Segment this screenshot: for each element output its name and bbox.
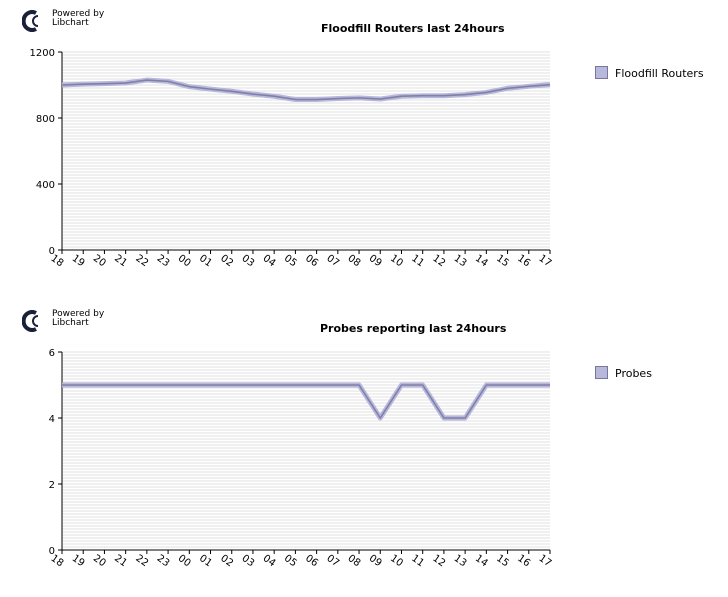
y-tick-label: 800: [36, 114, 55, 125]
x-tick-label: 17: [537, 553, 554, 569]
x-tick-label: 13: [452, 553, 469, 569]
x-tick-label: 02: [218, 553, 235, 569]
x-tick-label: 06: [303, 553, 320, 569]
x-tick-label: 15: [494, 553, 511, 569]
y-tick-label: 1200: [30, 48, 55, 59]
x-tick-label: 11: [409, 253, 426, 269]
x-tick-label: 05: [282, 253, 299, 269]
legend-swatch: [595, 366, 608, 379]
x-tick-label: 03: [239, 253, 256, 269]
x-tick-label: 04: [261, 253, 278, 269]
x-tick-label: 07: [324, 253, 341, 269]
x-tick-label: 07: [324, 553, 341, 569]
x-tick-label: 20: [91, 553, 108, 569]
x-tick-label: 09: [367, 253, 384, 269]
x-tick-label: 08: [346, 553, 363, 569]
x-tick-label: 19: [70, 253, 87, 269]
x-tick-label: 17: [537, 253, 554, 269]
x-tick-label: 01: [197, 553, 214, 569]
x-tick-label: 08: [346, 253, 363, 269]
x-tick-label: 15: [494, 253, 511, 269]
x-tick-label: 11: [409, 553, 426, 569]
x-tick-label: 00: [176, 553, 193, 569]
x-tick-label: 22: [133, 253, 150, 269]
x-tick-label: 13: [452, 253, 469, 269]
x-tick-label: 14: [473, 253, 490, 269]
y-tick-label: 2: [49, 480, 55, 491]
x-tick-label: 06: [303, 253, 320, 269]
x-tick-label: 21: [112, 553, 129, 569]
x-tick-label: 21: [112, 253, 129, 269]
x-tick-label: 23: [155, 253, 172, 269]
x-tick-label: 23: [155, 553, 172, 569]
x-tick-label: 09: [367, 553, 384, 569]
x-tick-label: 16: [515, 553, 532, 569]
x-tick-label: 03: [239, 553, 256, 569]
legend-swatch: [595, 66, 608, 79]
chart-panel-floodfill: Powered by Libchart Floodfill Routers la…: [0, 0, 728, 297]
x-tick-label: 20: [91, 253, 108, 269]
x-tick-label: 14: [473, 553, 490, 569]
x-tick-label: 22: [133, 553, 150, 569]
x-tick-label: 19: [70, 553, 87, 569]
x-tick-label: 16: [515, 253, 532, 269]
x-tick-label: 02: [218, 253, 235, 269]
x-tick-label: 05: [282, 553, 299, 569]
y-tick-label: 4: [49, 414, 55, 425]
x-tick-label: 12: [430, 253, 447, 269]
x-tick-label: 10: [388, 253, 405, 269]
x-tick-label: 01: [197, 253, 214, 269]
x-tick-label: 10: [388, 553, 405, 569]
x-tick-label: 04: [261, 553, 278, 569]
x-tick-label: 12: [430, 553, 447, 569]
chart-panel-probes: Powered by Libchart Probes reporting las…: [0, 300, 728, 597]
y-tick-label: 6: [49, 348, 55, 359]
legend-label: Floodfill Routers: [615, 67, 704, 80]
legend-label: Probes: [615, 367, 652, 380]
y-tick-label: 400: [36, 180, 55, 191]
x-tick-label: 00: [176, 253, 193, 269]
